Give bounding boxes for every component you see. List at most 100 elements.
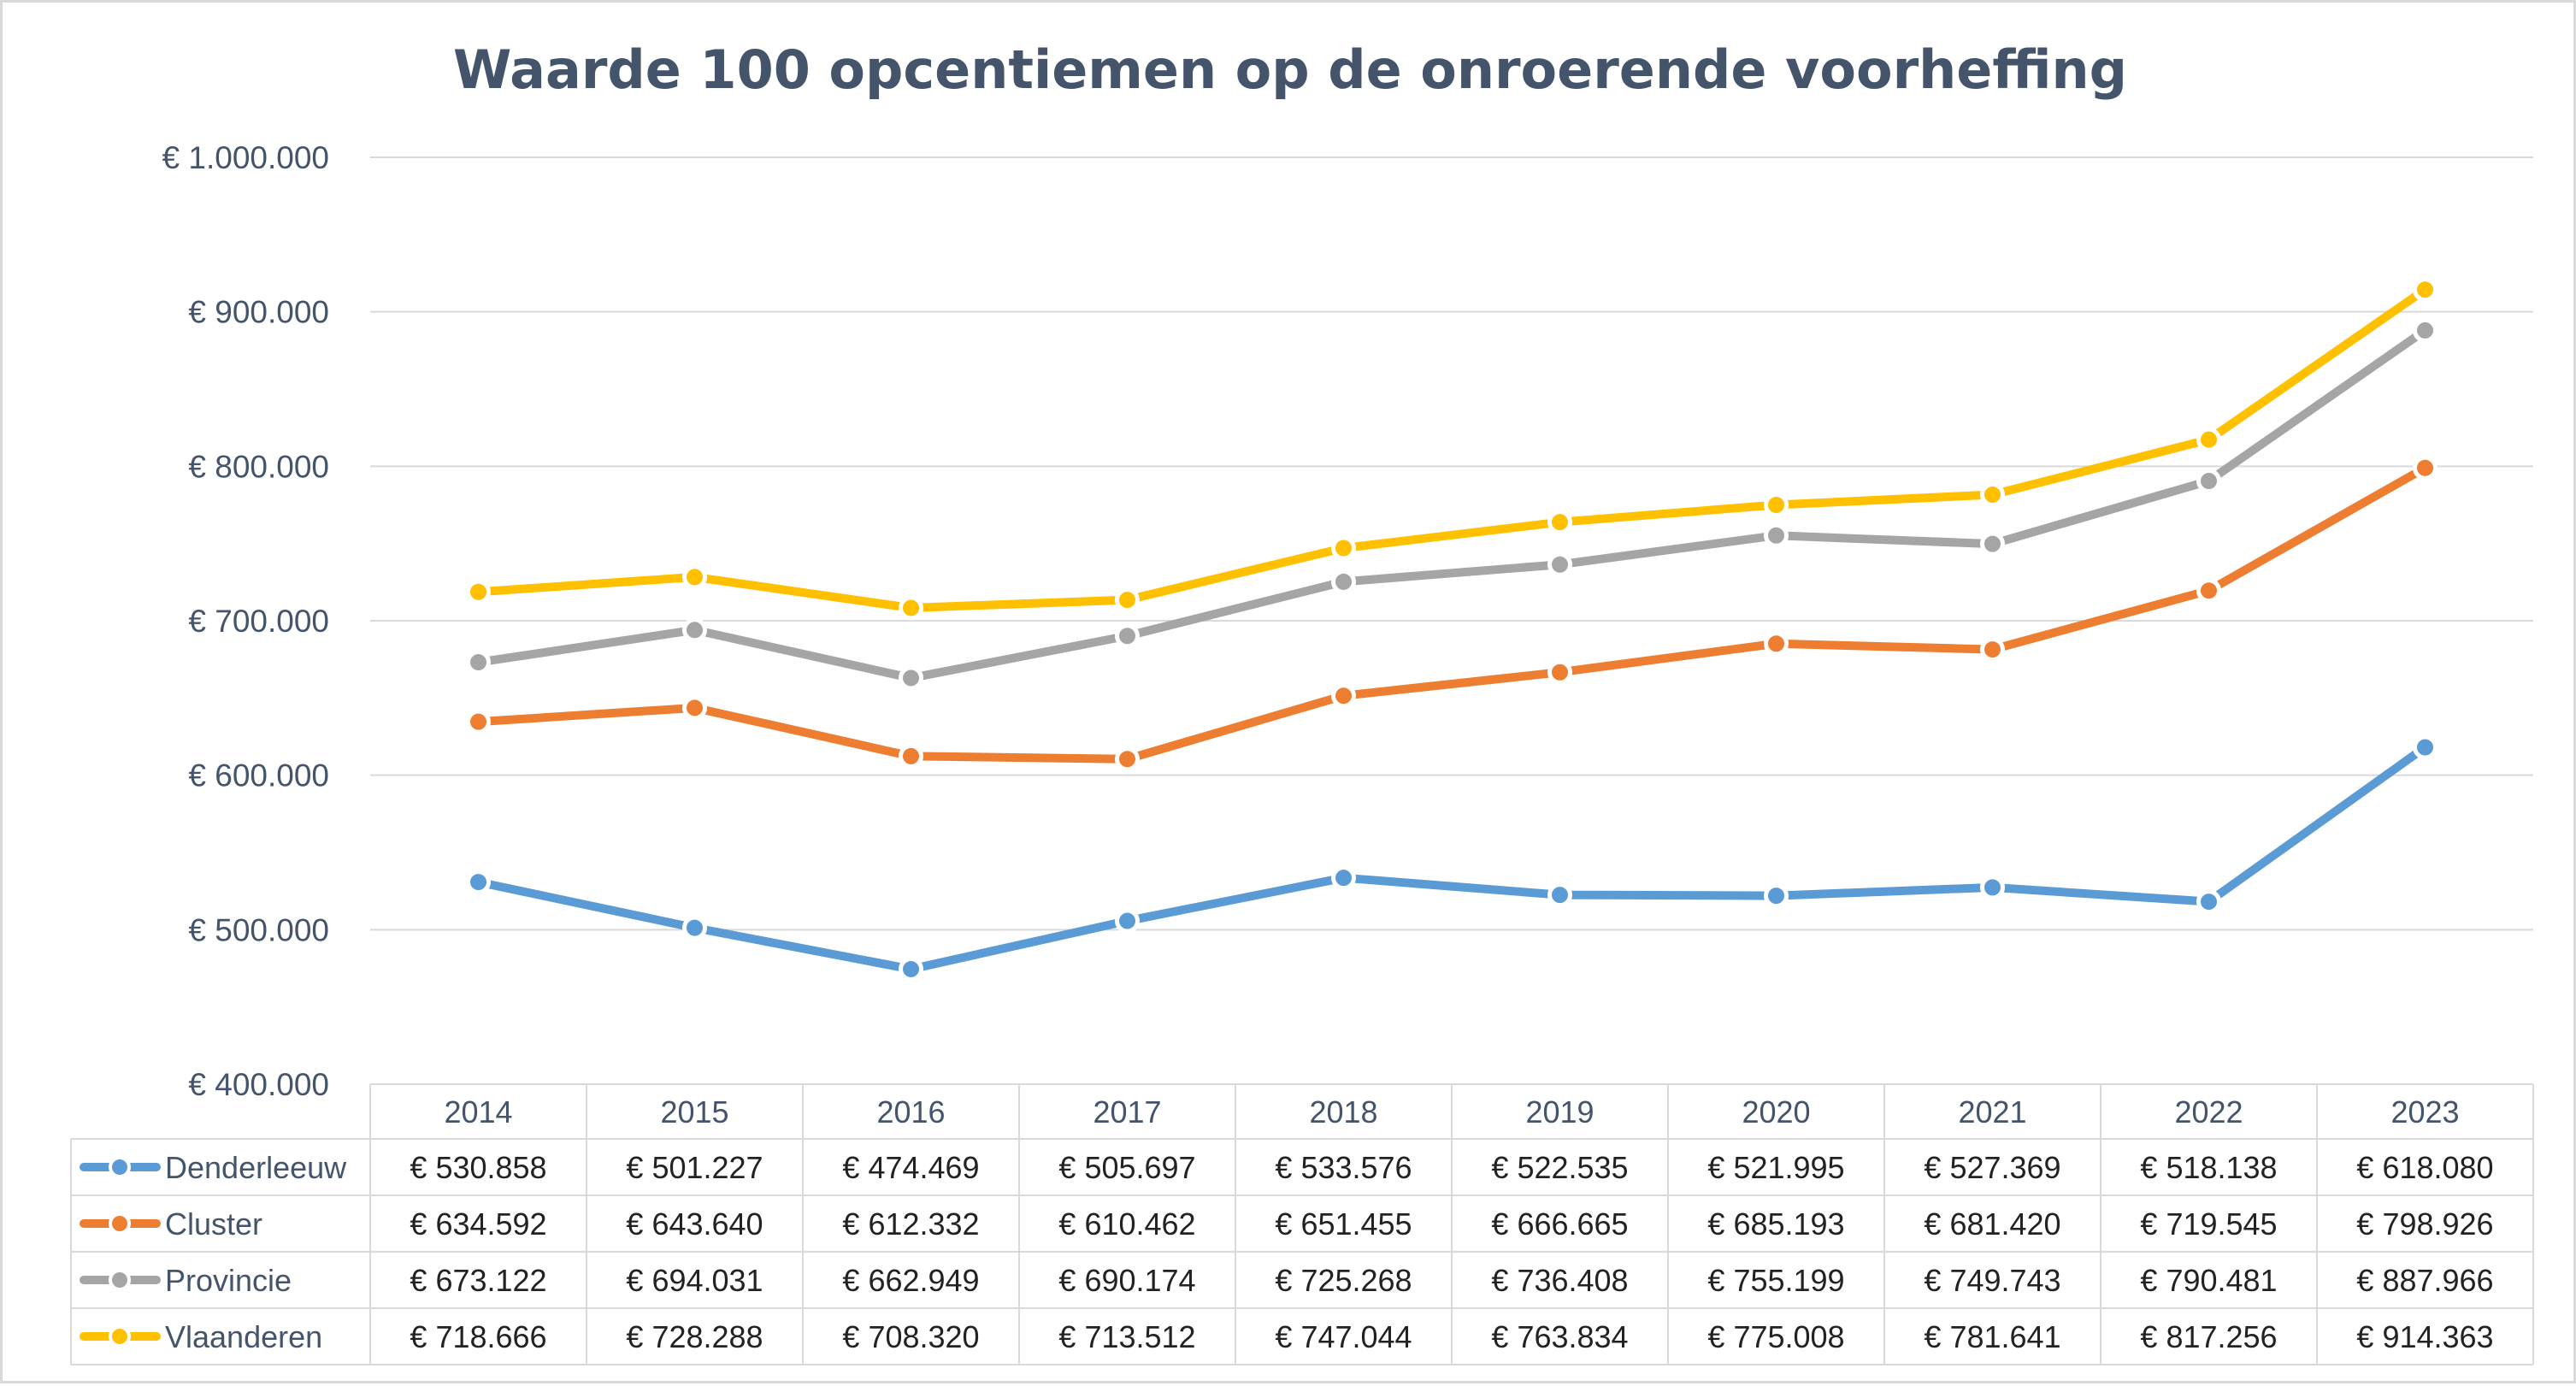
series-line-vlaanderen xyxy=(474,285,2430,612)
data-point-denderleeuw xyxy=(1115,908,1140,934)
table-cell-value: € 798.926 xyxy=(2356,1206,2493,1242)
series-line-provincie xyxy=(474,326,2430,682)
table-cell-value: € 728.288 xyxy=(626,1319,763,1354)
table-cell-value: € 775.008 xyxy=(1707,1319,1844,1354)
data-point-vlaanderen xyxy=(2196,427,2221,452)
table-cell-value: € 527.369 xyxy=(1924,1150,2060,1185)
table-cell-value: € 713.512 xyxy=(1058,1319,1195,1354)
chart-title: Waarde 100 opcentiemen op de onroerende … xyxy=(453,38,2127,101)
table-cell-value: € 651.455 xyxy=(1275,1206,1412,1242)
series-lines xyxy=(466,277,2437,982)
table-header-year: 2023 xyxy=(2390,1094,2459,1129)
table-cell-value: € 501.227 xyxy=(626,1150,763,1185)
table-cell-value: € 887.966 xyxy=(2356,1263,2493,1298)
table-header-year: 2019 xyxy=(1525,1094,1594,1129)
data-point-cluster xyxy=(1331,683,1356,709)
table-cell-value: € 522.535 xyxy=(1491,1150,1628,1185)
data-point-cluster xyxy=(1764,631,1789,657)
table-cell-value: € 612.332 xyxy=(842,1206,979,1242)
data-point-denderleeuw xyxy=(2196,889,2221,915)
table-header-year: 2021 xyxy=(1958,1094,2026,1129)
table-header-year: 2015 xyxy=(660,1094,728,1129)
table-cell-value: € 666.665 xyxy=(1491,1206,1628,1242)
y-tick-label: € 800.000 xyxy=(188,449,329,484)
legend-series-name: Provincie xyxy=(165,1263,292,1298)
table-header-year: 2014 xyxy=(444,1094,512,1129)
line-chart: Waarde 100 opcentiemen op de onroerende … xyxy=(70,38,2534,1365)
table-header-year: 2017 xyxy=(1093,1094,1161,1129)
table-cell-value: € 681.420 xyxy=(1924,1206,2060,1242)
data-point-cluster xyxy=(466,709,491,734)
data-point-denderleeuw xyxy=(1547,882,1572,908)
data-point-vlaanderen xyxy=(1115,587,1140,613)
legend-key-marker xyxy=(109,1156,131,1178)
data-point-vlaanderen xyxy=(2413,277,2437,303)
data-point-cluster xyxy=(899,743,923,769)
data-point-provincie xyxy=(2413,317,2437,343)
table-cell-value: € 662.949 xyxy=(842,1263,979,1298)
table-cell-value: € 530.858 xyxy=(410,1150,546,1185)
data-point-cluster xyxy=(2196,578,2221,604)
y-tick-label: € 400.000 xyxy=(188,1067,329,1102)
data-point-vlaanderen xyxy=(1980,482,2005,508)
table-header-year: 2022 xyxy=(2174,1094,2243,1129)
table-cell-value: € 694.031 xyxy=(626,1263,763,1298)
data-point-cluster xyxy=(1115,746,1140,772)
data-point-provincie xyxy=(466,650,491,675)
data-point-provincie xyxy=(2196,469,2221,494)
data-point-vlaanderen xyxy=(466,579,491,605)
table-cell-value: € 533.576 xyxy=(1275,1150,1412,1185)
table-cell-value: € 690.174 xyxy=(1058,1263,1195,1298)
y-tick-label: € 900.000 xyxy=(188,295,329,330)
data-point-provincie xyxy=(682,617,707,643)
data-point-cluster xyxy=(682,695,707,721)
table-cell-value: € 634.592 xyxy=(410,1206,546,1242)
y-tick-label: € 600.000 xyxy=(188,758,329,793)
y-tick-label: € 500.000 xyxy=(188,912,329,947)
table-cell-value: € 736.408 xyxy=(1491,1263,1628,1298)
data-point-provincie xyxy=(899,665,923,691)
table-cell-value: € 914.363 xyxy=(2356,1319,2493,1354)
table-cell-value: € 643.640 xyxy=(626,1206,763,1242)
table-header-year: 2016 xyxy=(876,1094,945,1129)
data-point-vlaanderen xyxy=(1547,510,1572,535)
table-cell-value: € 518.138 xyxy=(2140,1150,2277,1185)
series-line-cluster xyxy=(474,463,2430,764)
table-cell-value: € 708.320 xyxy=(842,1319,979,1354)
gridlines xyxy=(370,156,2533,931)
y-axis-tick-labels: € 400.000 € 500.000 € 600.000 € 700.000 € 80… xyxy=(162,140,329,1102)
data-point-denderleeuw xyxy=(1980,875,2005,900)
table-cell-value: € 673.122 xyxy=(410,1263,546,1298)
data-point-vlaanderen xyxy=(682,564,707,590)
data-point-vlaanderen xyxy=(1331,535,1356,561)
table-cell-value: € 790.481 xyxy=(2140,1263,2277,1298)
data-point-cluster xyxy=(2413,455,2437,481)
table-cell-value: € 521.995 xyxy=(1707,1150,1844,1185)
data-point-denderleeuw xyxy=(2413,734,2437,760)
data-point-provincie xyxy=(1115,623,1140,649)
y-tick-label: € 700.000 xyxy=(188,604,329,639)
y-tick-label: € 1.000.000 xyxy=(162,140,329,175)
table-cell-value: € 781.641 xyxy=(1924,1319,2060,1354)
table-cell-value: € 747.044 xyxy=(1275,1319,1412,1354)
legend-series-name: Cluster xyxy=(165,1206,262,1242)
data-point-denderleeuw xyxy=(899,956,923,982)
data-point-provincie xyxy=(1764,522,1789,548)
data-point-provincie xyxy=(1980,531,2005,557)
table-cell-value: € 725.268 xyxy=(1275,1263,1412,1298)
data-point-vlaanderen xyxy=(1764,492,1789,517)
data-table: 2014 2015 2016 2017 2018 2019 2020 2021 2022 2023… xyxy=(70,1083,2534,1365)
data-point-denderleeuw xyxy=(1331,865,1356,891)
table-cell-value: € 719.545 xyxy=(2140,1206,2277,1242)
table-cell-value: € 610.462 xyxy=(1058,1206,1195,1242)
table-cell-value: € 474.469 xyxy=(842,1150,979,1185)
data-point-provincie xyxy=(1547,551,1572,577)
series-line-denderleeuw xyxy=(474,743,2430,974)
legend-key-marker xyxy=(109,1212,131,1235)
legend-series-name: Denderleeuw xyxy=(165,1150,347,1185)
data-point-vlaanderen xyxy=(899,595,923,621)
legend-key-marker xyxy=(109,1325,131,1348)
data-point-denderleeuw xyxy=(1764,883,1789,909)
table-cell-value: € 718.666 xyxy=(410,1319,546,1354)
